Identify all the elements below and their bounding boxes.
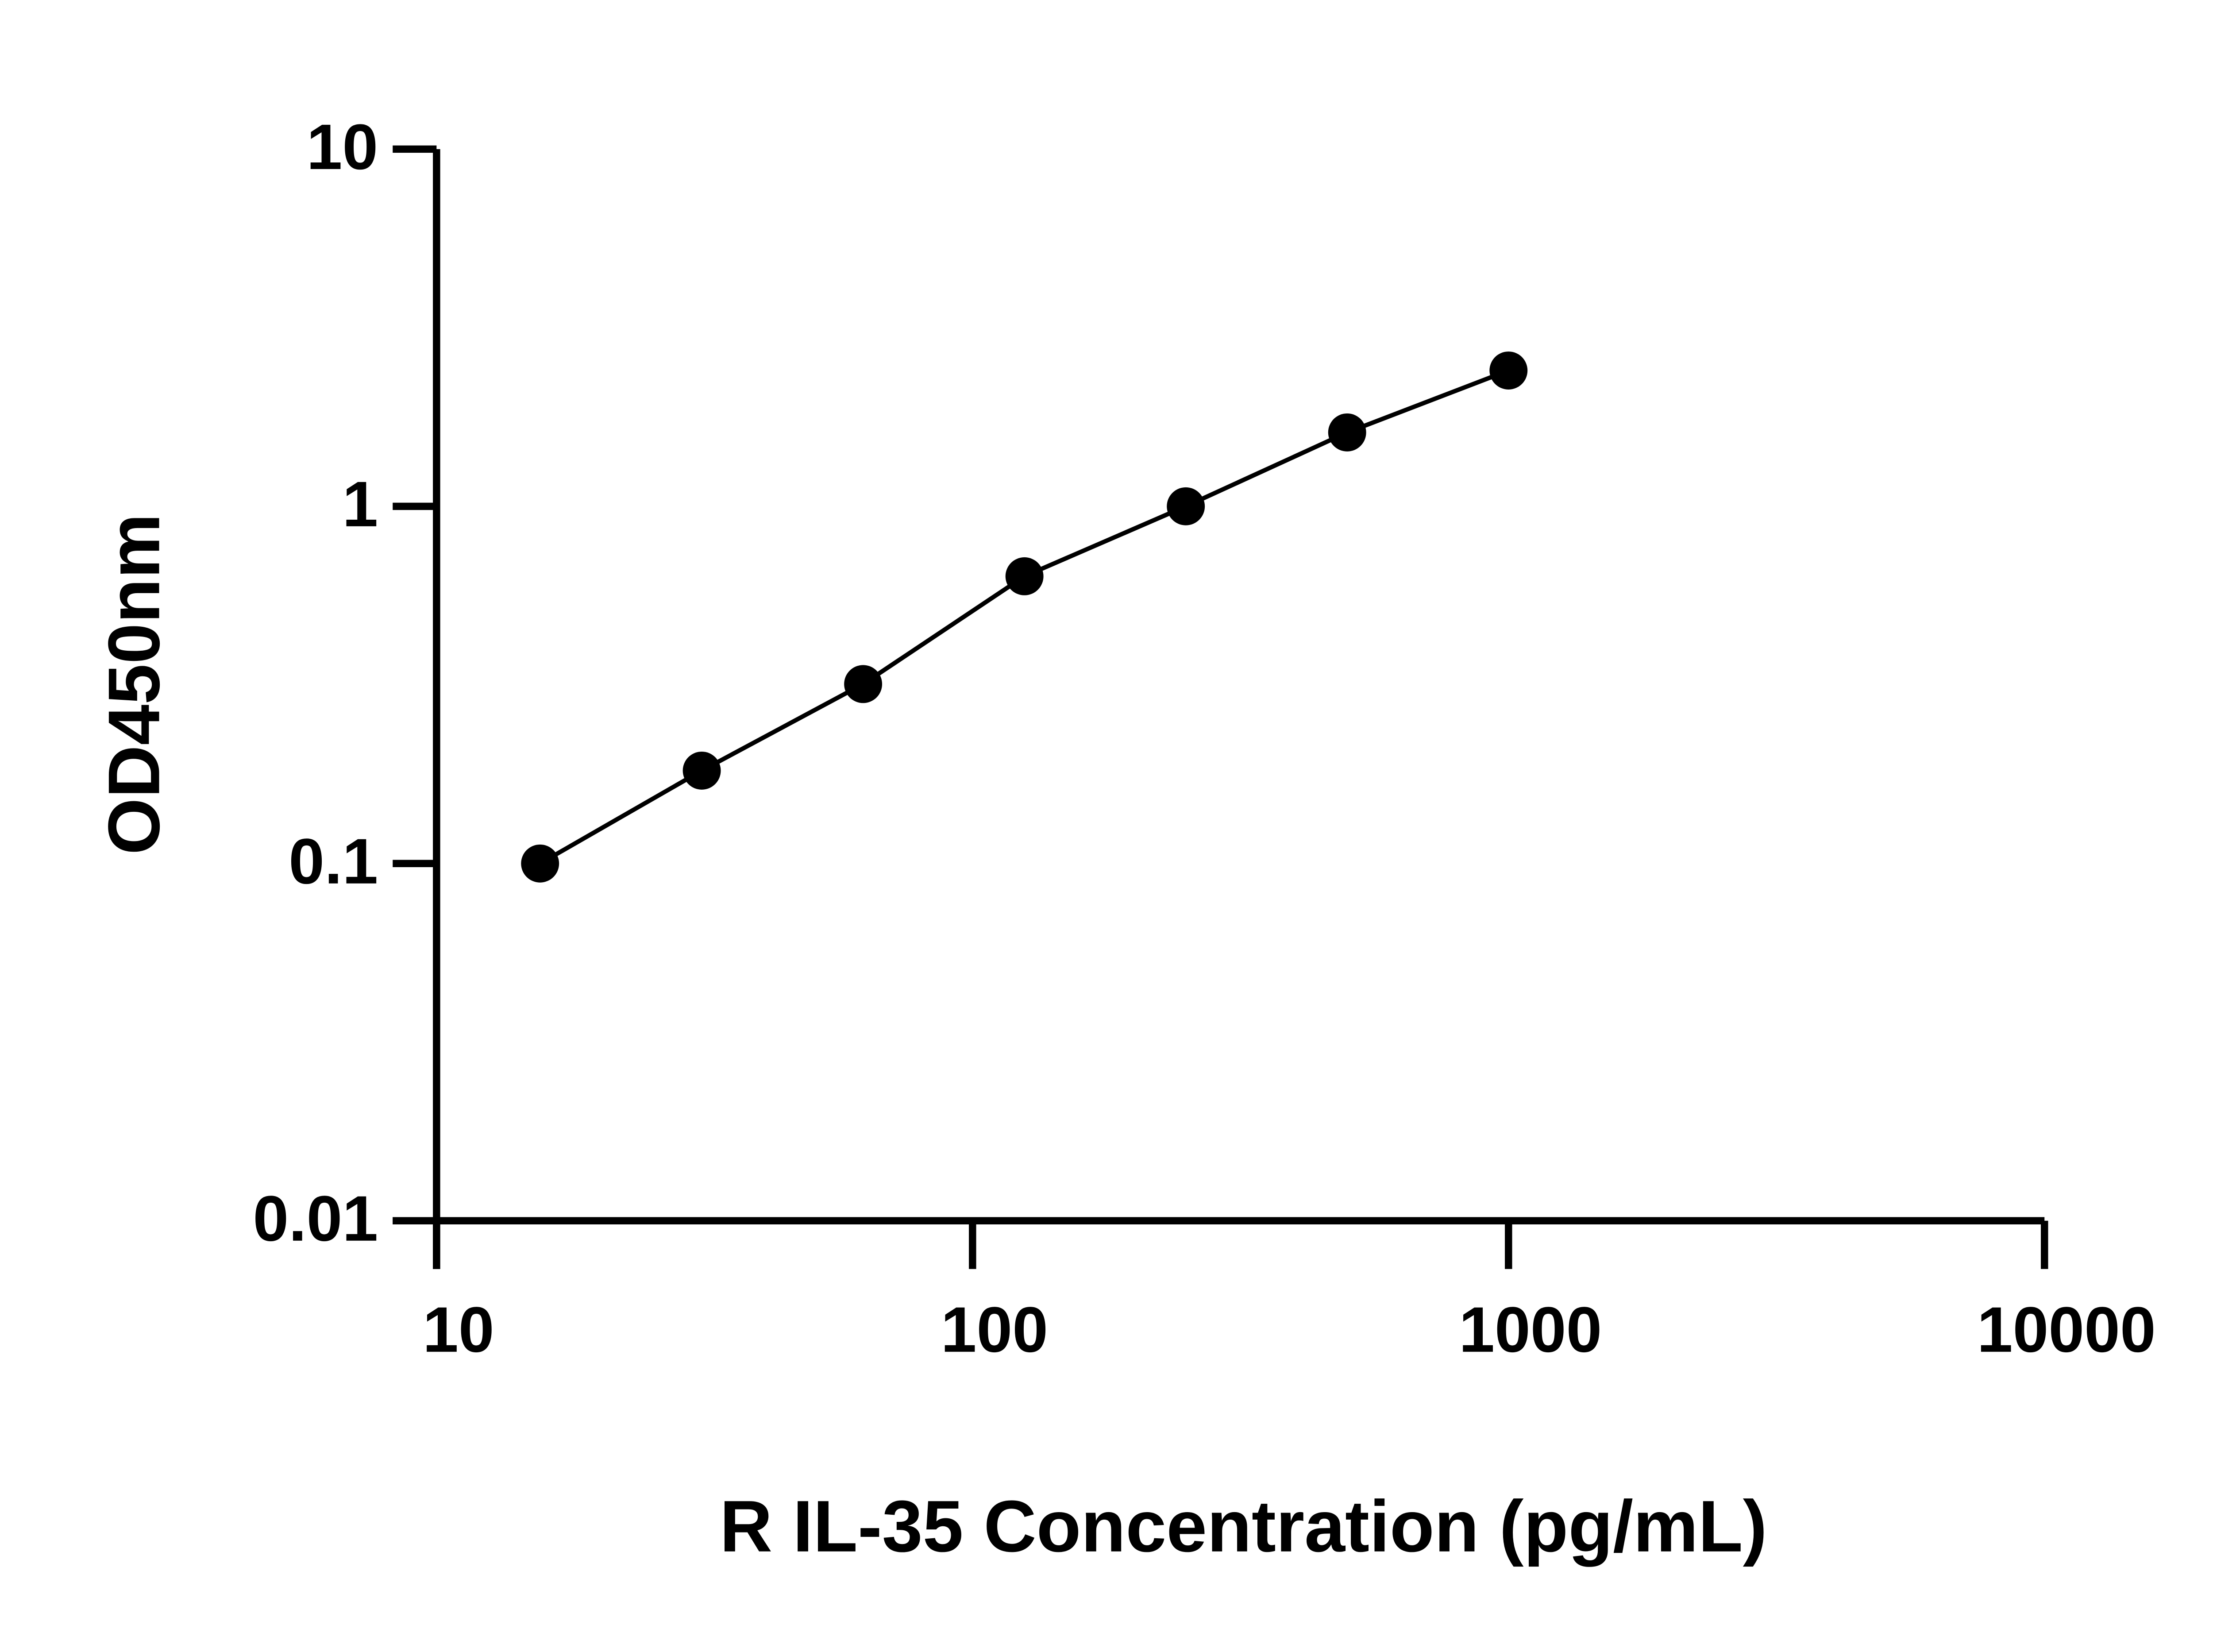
data-point xyxy=(1005,557,1044,595)
y-tick-label: 0.01 xyxy=(253,1182,378,1254)
data-point xyxy=(844,665,883,703)
x-tick-label: 10 xyxy=(423,1293,494,1366)
x-axis-title: R IL-35 Concentration (pg/mL) xyxy=(720,1486,1767,1567)
x-tick-label: 1000 xyxy=(1459,1293,1602,1366)
y-tick-label: 10 xyxy=(307,111,378,183)
y-tick-label: 0.1 xyxy=(289,825,378,897)
data-point xyxy=(1489,351,1528,390)
y-axis-title: OD450nm xyxy=(93,513,175,855)
y-tick-label: 1 xyxy=(342,468,378,540)
data-point xyxy=(1328,413,1366,452)
x-tick-label: 10000 xyxy=(1977,1293,2156,1366)
x-tick-label: 100 xyxy=(941,1293,1048,1366)
data-point xyxy=(521,844,559,883)
data-point xyxy=(1167,487,1205,525)
fit-line xyxy=(539,368,1510,866)
data-point xyxy=(682,751,721,790)
